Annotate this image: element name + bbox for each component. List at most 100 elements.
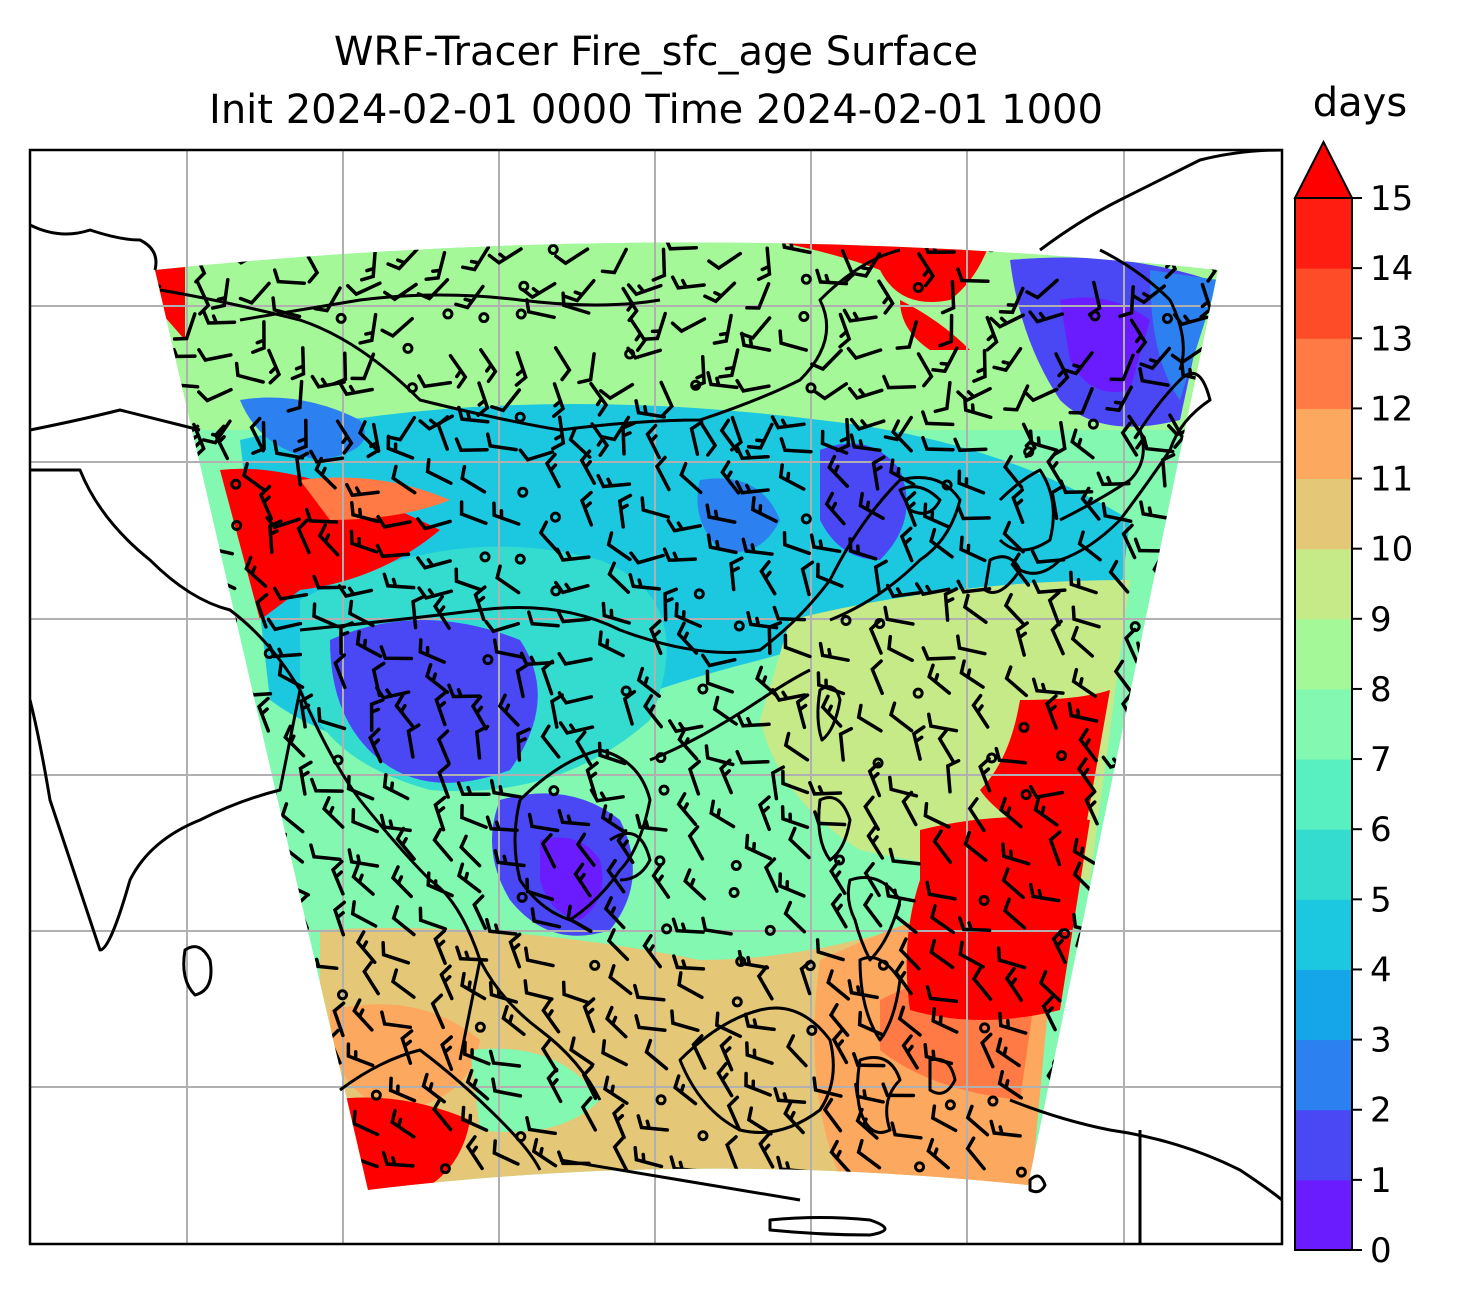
wind-barb	[236, 846, 268, 868]
wind-barb	[255, 592, 269, 629]
wind-barb	[298, 760, 313, 796]
wind-barb	[740, 331, 772, 352]
wind-barb	[531, 1137, 558, 1168]
wind-barb	[606, 531, 632, 562]
calm-wind-marker	[225, 687, 237, 699]
wind-barb	[903, 491, 917, 527]
wind-barb	[476, 381, 490, 418]
wind-barb	[215, 970, 239, 1004]
wind-barb	[347, 848, 380, 868]
wind-barb	[1172, 312, 1209, 327]
wind-barb	[705, 669, 734, 694]
wind-barb	[989, 1119, 1022, 1138]
wind-barb	[369, 698, 385, 732]
wind-barb	[621, 421, 636, 456]
wind-barb	[670, 317, 707, 334]
wind-barb	[1071, 605, 1101, 629]
calm-wind-marker	[155, 919, 161, 931]
wind-barb	[358, 312, 378, 345]
wind-barb	[557, 808, 591, 827]
calm-wind-marker	[370, 1089, 382, 1101]
wind-barb	[395, 826, 416, 861]
calm-wind-marker	[474, 1021, 486, 1033]
wind-barb	[381, 940, 411, 965]
wind-barb	[634, 1014, 667, 1032]
wind-barb	[705, 503, 737, 524]
wind-barb	[575, 832, 596, 867]
wind-barb	[687, 825, 705, 861]
wind-barb	[704, 744, 735, 767]
calm-wind-marker	[1018, 721, 1030, 733]
wind-barb	[856, 1138, 882, 1170]
wind-barb	[873, 559, 888, 595]
wind-barb	[917, 252, 936, 288]
wind-barb	[712, 695, 738, 726]
calm-wind-marker	[547, 244, 559, 256]
wind-barb	[778, 872, 806, 898]
calm-wind-marker	[482, 654, 494, 666]
wind-barb	[1028, 310, 1065, 324]
wind-barb	[956, 386, 992, 403]
wind-barb	[472, 894, 488, 931]
wind-barb	[1120, 421, 1139, 457]
wind-barb	[679, 461, 703, 495]
wind-barb	[213, 931, 239, 962]
colorbar-frame	[1294, 198, 1353, 1251]
wind-barb	[965, 1136, 986, 1171]
wind-barb	[346, 774, 375, 801]
wind-barb	[1185, 1035, 1207, 1069]
wind-barb	[813, 810, 847, 827]
wind-barb	[557, 651, 593, 666]
wind-barb	[355, 930, 377, 965]
calm-wind-marker	[1161, 312, 1173, 324]
wind-barb	[921, 410, 955, 427]
colorbar-tick-label: 0	[1370, 1231, 1392, 1271]
wind-barb	[621, 286, 639, 323]
wind-barb	[838, 312, 852, 349]
wind-barb	[1083, 1071, 1101, 1107]
wind-barb	[962, 593, 988, 624]
colorbar-tick-label: 14	[1370, 249, 1413, 289]
wind-barb	[1168, 413, 1185, 449]
wind-barb	[1003, 384, 1030, 412]
wind-barb	[992, 346, 1023, 373]
wind-barb	[197, 387, 233, 403]
wind-barb	[866, 824, 885, 860]
wind-barb	[799, 959, 813, 996]
wind-barb	[736, 713, 771, 728]
wind-barb	[461, 245, 491, 272]
wind-barb	[1015, 621, 1029, 657]
wind-barb	[901, 1034, 919, 1070]
wind-barb	[929, 938, 955, 970]
wind-barb	[651, 247, 667, 282]
wind-barb	[922, 502, 951, 529]
wind-barb	[703, 281, 737, 304]
wind-barb	[544, 452, 561, 489]
wind-barb	[155, 426, 163, 460]
calm-wind-marker	[515, 1131, 527, 1143]
wind-barb	[778, 329, 808, 352]
wind-barb	[242, 937, 271, 964]
wind-barb	[456, 862, 482, 894]
wind-barb	[677, 971, 704, 1000]
wind-barb	[846, 346, 883, 361]
wind-barb	[172, 312, 197, 341]
wind-barb	[634, 399, 666, 419]
wind-barb	[309, 449, 345, 464]
wind-barb	[691, 1034, 707, 1070]
colorbar-level-5	[1295, 829, 1352, 900]
wind-barb	[1149, 1100, 1174, 1132]
wind-barb	[933, 380, 952, 414]
wind-barb	[277, 661, 305, 689]
wind-barb	[626, 283, 663, 297]
wind-barb	[280, 997, 305, 1030]
calm-wind-marker	[402, 342, 414, 354]
wind-barb	[1138, 940, 1166, 967]
wind-barb	[818, 641, 850, 662]
wind-barb	[546, 1067, 563, 1104]
wind-barb	[1183, 551, 1202, 587]
wind-barb	[1143, 1046, 1172, 1071]
wind-barb	[1062, 351, 1094, 376]
wind-barb	[280, 802, 305, 834]
wind-barb	[454, 284, 485, 310]
